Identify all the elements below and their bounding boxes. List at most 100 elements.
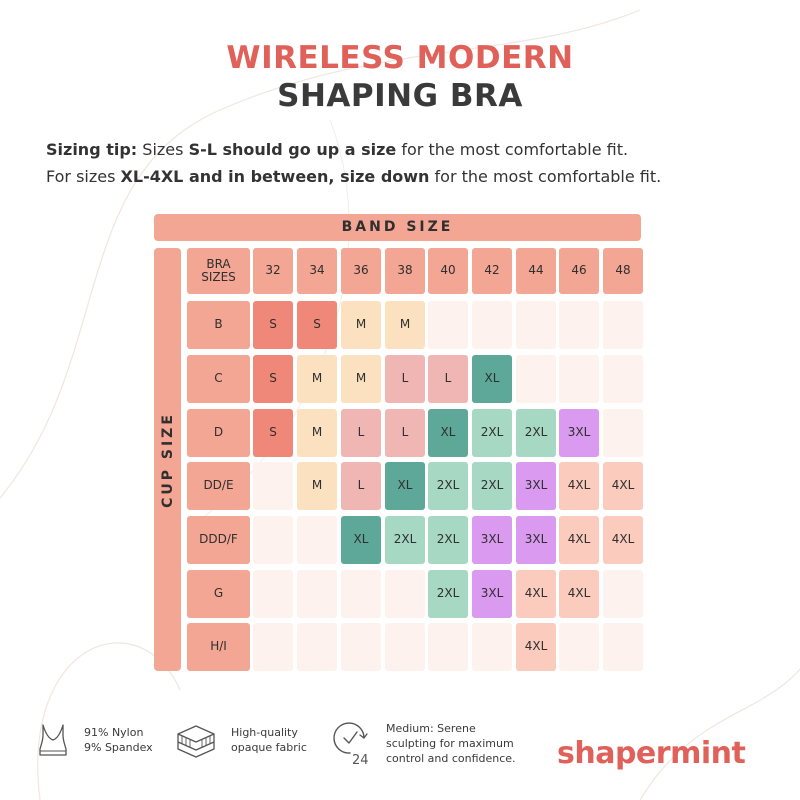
cup-size-b: B [187, 301, 250, 349]
size-cell: S [253, 301, 293, 349]
cup-size-ddd-f: DDD/F [187, 516, 250, 564]
size-cell: L [341, 409, 381, 457]
empty-cell [385, 570, 425, 618]
empty-cell [428, 301, 468, 349]
size-cell: 3XL [516, 516, 556, 564]
size-cell: M [341, 301, 381, 349]
size-cell: 4XL [559, 516, 599, 564]
size-cell: 3XL [516, 462, 556, 510]
cup-size-dd-e: DD/E [187, 462, 250, 510]
size-cell: M [297, 355, 337, 403]
feature-fabric-line-1: High-quality [231, 726, 298, 739]
empty-cell [472, 623, 512, 671]
sizing-tip-line-2: For sizes XL-4XL and in between, size do… [46, 167, 661, 186]
size-cell: 2XL [385, 516, 425, 564]
size-cell: 4XL [603, 516, 643, 564]
tip-text-run: For sizes [46, 167, 121, 186]
empty-cell [253, 462, 293, 510]
24-hour-clock-icon: 24 [333, 722, 369, 766]
size-cell: 4XL [559, 570, 599, 618]
empty-cell [559, 355, 599, 403]
band-size-header: BAND SIZE [154, 214, 641, 241]
size-cell: XL [472, 355, 512, 403]
cup-size-label: CUP SIZE [159, 411, 176, 508]
tip-text-run: Sizes [137, 140, 189, 159]
size-cell: S [253, 409, 293, 457]
size-cell: M [385, 301, 425, 349]
feature-compression-line-3: control and confidence. [386, 751, 516, 765]
empty-cell [603, 301, 643, 349]
feature-fabric-line-2: opaque fabric [231, 740, 307, 754]
size-cell: 2XL [472, 462, 512, 510]
band-size-48: 48 [603, 248, 643, 294]
empty-cell [472, 301, 512, 349]
title-line-1: WIRELESS MODERN [226, 40, 574, 76]
size-cell: 3XL [472, 570, 512, 618]
feature-material-line-1: 91% Nylon [84, 726, 144, 739]
size-cell: 4XL [516, 623, 556, 671]
size-cell: L [341, 462, 381, 510]
band-size-44: 44 [516, 248, 556, 294]
svg-text:24: 24 [352, 753, 369, 766]
empty-cell [341, 570, 381, 618]
shapermint-logo: shapermint [557, 736, 746, 771]
bra-icon [39, 724, 67, 756]
size-cell: S [297, 301, 337, 349]
tip-text-run: XL-4XL and in between, size down [120, 167, 430, 186]
size-cell: L [385, 409, 425, 457]
size-cell: 2XL [428, 516, 468, 564]
band-size-42: 42 [472, 248, 512, 294]
size-cell: 4XL [516, 570, 556, 618]
size-cell: L [385, 355, 425, 403]
empty-cell [253, 516, 293, 564]
feature-fabric: High-quality opaque fabric [231, 726, 307, 756]
band-size-38: 38 [385, 248, 425, 294]
size-cell: 2XL [516, 409, 556, 457]
empty-cell [516, 301, 556, 349]
sizing-tip-line-1: Sizing tip: Sizes S-L should go up a siz… [46, 140, 628, 159]
empty-cell [297, 623, 337, 671]
feature-compression: Medium: Serene sculpting for maximum con… [386, 722, 516, 767]
empty-cell [603, 355, 643, 403]
cup-size-c: C [187, 355, 250, 403]
empty-cell [603, 409, 643, 457]
cup-size-g: G [187, 570, 250, 618]
size-cell: 4XL [603, 462, 643, 510]
tip-text-run: Sizing tip: [46, 140, 138, 159]
feature-material-line-2: 9% Spandex [84, 740, 153, 754]
cup-size-h-i: H/I [187, 623, 250, 671]
size-cell: M [297, 462, 337, 510]
size-cell: 4XL [559, 462, 599, 510]
empty-cell [559, 623, 599, 671]
feature-compression-line-1: Medium: Serene [386, 722, 476, 735]
band-size-46: 46 [559, 248, 599, 294]
band-size-32: 32 [253, 248, 293, 294]
size-cell: L [428, 355, 468, 403]
size-cell: XL [341, 516, 381, 564]
band-size-36: 36 [341, 248, 381, 294]
size-cell: 2XL [472, 409, 512, 457]
empty-cell [603, 570, 643, 618]
empty-cell [516, 355, 556, 403]
bra-sizes-corner: BRA SIZES [187, 248, 250, 294]
empty-cell [428, 623, 468, 671]
empty-cell [341, 623, 381, 671]
title-line-2: SHAPING BRA [277, 78, 523, 114]
tip-text-run: S-L should go up a size [188, 140, 397, 159]
empty-cell [559, 301, 599, 349]
size-cell: M [341, 355, 381, 403]
feature-compression-line-2: sculpting for maximum [386, 736, 514, 750]
size-cell: 3XL [472, 516, 512, 564]
feature-material: 91% Nylon 9% Spandex [84, 726, 153, 756]
cup-size-header: CUP SIZE [154, 248, 181, 671]
fabric-layers-icon [177, 725, 215, 758]
tip-text-run: for the most comfortable fit. [396, 140, 629, 159]
size-cell: S [253, 355, 293, 403]
band-size-40: 40 [428, 248, 468, 294]
size-cell: 2XL [428, 462, 468, 510]
size-cell: 2XL [428, 570, 468, 618]
size-cell: M [297, 409, 337, 457]
empty-cell [297, 570, 337, 618]
empty-cell [297, 516, 337, 564]
cup-size-d: D [187, 409, 250, 457]
